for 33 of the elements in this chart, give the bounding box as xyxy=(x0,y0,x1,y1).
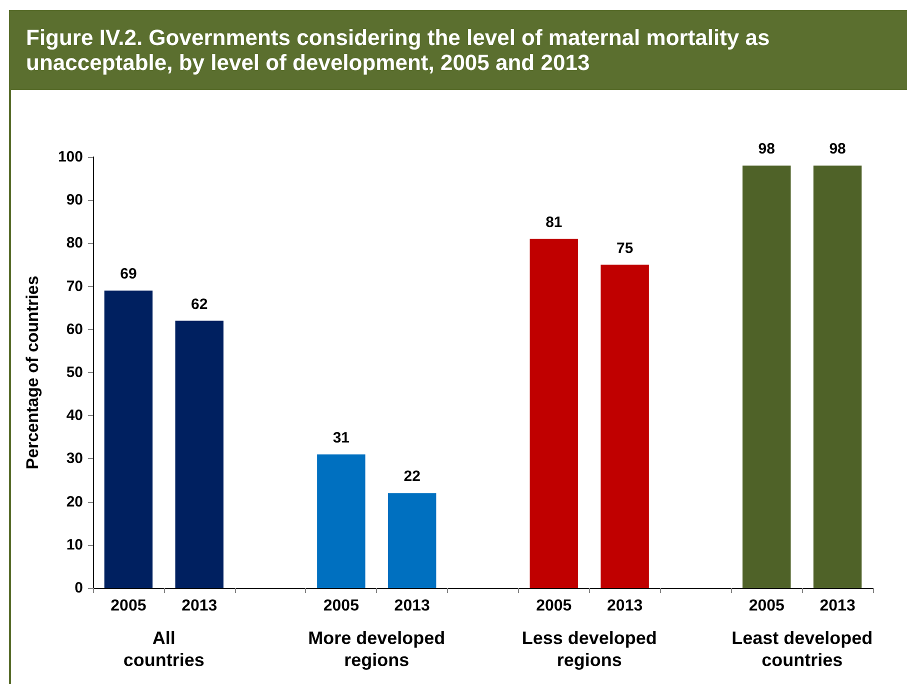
data-label: 98 xyxy=(758,140,775,158)
y-tick-label: 90 xyxy=(66,192,83,209)
series-label: 2013 xyxy=(182,598,218,614)
x-tick-label: All countries xyxy=(123,628,204,670)
data-label: 98 xyxy=(829,140,846,158)
data-label: 81 xyxy=(546,214,562,231)
y-tick-label: 10 xyxy=(66,536,83,554)
text: 2013 xyxy=(820,598,856,614)
y-tick-label: 100 xyxy=(58,148,83,166)
text: 2013 xyxy=(607,598,643,614)
data-label: 75 xyxy=(616,240,634,257)
x-tick-label: Least developed countries xyxy=(732,628,873,670)
x-tick-label: More developed regions xyxy=(308,628,446,670)
y-tick-label: 20 xyxy=(66,493,83,510)
chart-title: Figure IV.2. Governments considering the level of maternal mortality as unacceptable, by level of development, 2005 and 2013 xyxy=(26,25,771,75)
text: 2005 xyxy=(748,598,784,614)
x-tick-label: Less developed regions xyxy=(522,628,657,670)
y-tick-label: 40 xyxy=(66,407,83,424)
y-tick-label: 80 xyxy=(66,234,83,252)
y-axis-title: Percentage of countries xyxy=(23,276,42,470)
data-label: 69 xyxy=(120,266,137,283)
y-tick-label: 0 xyxy=(74,580,83,596)
text: 2013 xyxy=(394,598,430,614)
data-label: 62 xyxy=(191,296,208,313)
y-tick-label: 70 xyxy=(66,278,83,295)
y-tick-label: 60 xyxy=(66,320,83,338)
y-tick-label: 50 xyxy=(66,364,83,381)
text: 2005 xyxy=(323,598,359,614)
y-tick-label: 30 xyxy=(66,450,83,468)
data-label: 31 xyxy=(332,429,350,446)
data-label: 22 xyxy=(404,468,420,486)
text: 2005 xyxy=(536,598,572,614)
series-label: 2005 xyxy=(110,598,146,614)
